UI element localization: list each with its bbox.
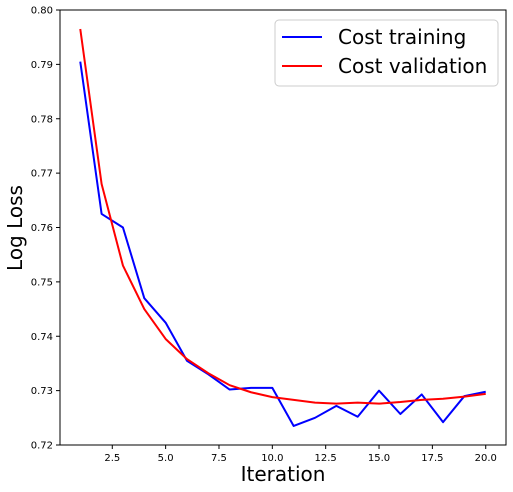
y-tick-label: 0.79 (31, 60, 53, 71)
y-axis-label: Log Loss (3, 185, 27, 271)
y-tick-label: 0.77 (31, 169, 53, 180)
plot-area (79, 28, 486, 427)
y-tick-label: 0.72 (31, 441, 53, 452)
y-tick-label: 0.75 (31, 277, 53, 288)
axes-frame (59, 9, 507, 446)
series-line-cost-validation (79, 28, 486, 405)
x-tick-label: 12.5 (315, 453, 337, 464)
x-tick-label: 2.5 (104, 453, 120, 464)
x-tick-label: 20.0 (475, 453, 497, 464)
legend: Cost training Cost validation (274, 19, 499, 87)
y-tick-label: 0.76 (31, 223, 53, 234)
y-axis-ticks: 0.72 0.73 0.74 0.75 0.76 0.77 0.78 0.79 0.80 (31, 6, 60, 452)
x-tick-label: 10.0 (261, 453, 283, 464)
legend-box (274, 19, 499, 87)
y-tick-label: 0.73 (31, 386, 53, 397)
legend-label-cost-training: Cost training (338, 25, 466, 49)
x-axis-label: Iteration (241, 462, 326, 486)
legend-label-cost-validation: Cost validation (338, 54, 487, 78)
series-line-cost-training (79, 61, 486, 427)
x-tick-label: 17.5 (421, 453, 443, 464)
x-tick-label: 7.5 (211, 453, 227, 464)
x-tick-label: 5.0 (158, 453, 174, 464)
y-tick-label: 0.78 (31, 114, 53, 125)
x-axis-ticks: 2.5 5.0 7.5 10.0 12.5 15.0 17.5 20.0 (104, 445, 497, 464)
y-tick-label: 0.74 (31, 332, 53, 343)
x-tick-label: 15.0 (368, 453, 390, 464)
y-tick-label: 0.80 (31, 6, 53, 17)
